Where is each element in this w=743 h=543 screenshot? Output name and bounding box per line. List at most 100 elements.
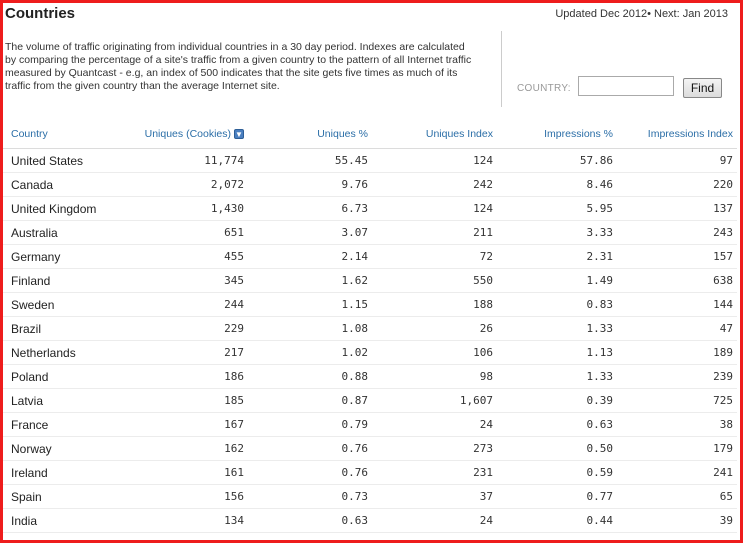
impressions-index-cell: 220	[617, 172, 737, 197]
table-body: United States 11,774 55.45 124 57.86 97 Canada…	[3, 148, 737, 533]
uniques-percent-cell: 6.73	[248, 196, 372, 221]
country-cell: France	[3, 412, 123, 437]
countries-panel: Countries Updated Dec 2012• Next: Jan 20…	[3, 3, 740, 540]
impressions-percent-cell: 8.46	[497, 172, 617, 197]
uniques-percent-cell: 3.07	[248, 220, 372, 245]
uniques-cookies-cell: 186	[123, 364, 248, 389]
column-header-impressions-index[interactable]: Impressions Index	[617, 119, 737, 149]
uniques-cookies-cell: 455	[123, 244, 248, 269]
impressions-index-cell: 239	[617, 364, 737, 389]
country-cell: India	[3, 508, 123, 533]
uniques-percent-cell: 0.76	[248, 436, 372, 461]
countries-table: Country Uniques (Cookies) ▼ Uniques % Uni…	[3, 119, 737, 533]
uniques-cookies-cell: 2,072	[123, 172, 248, 197]
country-cell: Norway	[3, 436, 123, 461]
uniques-percent-cell: 0.76	[248, 460, 372, 485]
uniques-index-cell: 211	[372, 220, 497, 245]
table-row: Ireland 161 0.76 231 0.59 241	[3, 460, 737, 485]
country-cell: Sweden	[3, 292, 123, 317]
uniques-percent-cell: 0.63	[248, 508, 372, 533]
uniques-cookies-cell: 134	[123, 508, 248, 533]
uniques-cookies-cell: 162	[123, 436, 248, 461]
country-cell: Latvia	[3, 388, 123, 413]
uniques-percent-cell: 0.73	[248, 484, 372, 509]
column-header-country[interactable]: Country	[3, 119, 123, 149]
impressions-index-cell: 725	[617, 388, 737, 413]
country-cell: Finland	[3, 268, 123, 293]
uniques-percent-cell: 2.14	[248, 244, 372, 269]
impressions-index-cell: 144	[617, 292, 737, 317]
uniques-index-cell: 24	[372, 412, 497, 437]
impressions-index-cell: 241	[617, 460, 737, 485]
impressions-percent-cell: 1.13	[497, 340, 617, 365]
uniques-percent-cell: 0.79	[248, 412, 372, 437]
table-row: Sweden 244 1.15 188 0.83 144	[3, 292, 737, 317]
impressions-percent-cell: 1.49	[497, 268, 617, 293]
uniques-cookies-cell: 161	[123, 460, 248, 485]
uniques-cookies-cell: 244	[123, 292, 248, 317]
impressions-percent-cell: 0.63	[497, 412, 617, 437]
impressions-index-cell: 39	[617, 508, 737, 533]
country-cell: Germany	[3, 244, 123, 269]
impressions-percent-cell: 0.39	[497, 388, 617, 413]
uniques-index-cell: 242	[372, 172, 497, 197]
impressions-percent-cell: 0.50	[497, 436, 617, 461]
table-row: United Kingdom 1,430 6.73 124 5.95 137	[3, 196, 737, 221]
table-row: Poland 186 0.88 98 1.33 239	[3, 364, 737, 389]
table-row: Germany 455 2.14 72 2.31 157	[3, 244, 737, 269]
impressions-percent-cell: 1.33	[497, 316, 617, 341]
uniques-index-cell: 231	[372, 460, 497, 485]
uniques-index-cell: 24	[372, 508, 497, 533]
uniques-index-cell: 188	[372, 292, 497, 317]
uniques-percent-cell: 1.15	[248, 292, 372, 317]
uniques-cookies-cell: 1,430	[123, 196, 248, 221]
uniques-cookies-cell: 156	[123, 484, 248, 509]
table-row: Finland 345 1.62 550 1.49 638	[3, 268, 737, 293]
country-search-input[interactable]	[578, 76, 674, 96]
find-button[interactable]: Find	[683, 78, 722, 98]
uniques-percent-cell: 1.02	[248, 340, 372, 365]
uniques-index-cell: 1,607	[372, 388, 497, 413]
country-cell: United States	[3, 148, 123, 173]
sort-down-arrow-icon[interactable]: ▼	[234, 128, 244, 139]
country-cell: Poland	[3, 364, 123, 389]
column-header-uniques-percent[interactable]: Uniques %	[248, 119, 372, 149]
country-cell: Spain	[3, 484, 123, 509]
column-header-impressions-percent[interactable]: Impressions %	[497, 119, 617, 149]
impressions-index-cell: 638	[617, 268, 737, 293]
country-cell: Netherlands	[3, 340, 123, 365]
impressions-percent-cell: 5.95	[497, 196, 617, 221]
column-header-uniques-index[interactable]: Uniques Index	[372, 119, 497, 149]
country-cell: United Kingdom	[3, 196, 123, 221]
uniques-index-cell: 37	[372, 484, 497, 509]
table-row: Spain 156 0.73 37 0.77 65	[3, 484, 737, 509]
impressions-index-cell: 65	[617, 484, 737, 509]
table-row: Netherlands 217 1.02 106 1.13 189	[3, 340, 737, 365]
country-cell: Australia	[3, 220, 123, 245]
impressions-percent-cell: 57.86	[497, 148, 617, 173]
uniques-percent-cell: 0.87	[248, 388, 372, 413]
impressions-index-cell: 137	[617, 196, 737, 221]
uniques-percent-cell: 55.45	[248, 148, 372, 173]
table-row: Australia 651 3.07 211 3.33 243	[3, 220, 737, 245]
column-header-uniques-cookies[interactable]: Uniques (Cookies) ▼	[123, 119, 248, 149]
uniques-cookies-cell: 345	[123, 268, 248, 293]
impressions-index-cell: 179	[617, 436, 737, 461]
impressions-index-cell: 97	[617, 148, 737, 173]
section-description: The volume of traffic originating from i…	[5, 41, 472, 92]
country-cell: Brazil	[3, 316, 123, 341]
uniques-cookies-cell: 167	[123, 412, 248, 437]
impressions-percent-cell: 3.33	[497, 220, 617, 245]
country-search-label: COUNTRY:	[517, 83, 571, 94]
country-cell: Ireland	[3, 460, 123, 485]
impressions-percent-cell: 0.83	[497, 292, 617, 317]
table-row: Canada 2,072 9.76 242 8.46 220	[3, 172, 737, 197]
table-header-row: Country Uniques (Cookies) ▼ Uniques % Uni…	[3, 119, 737, 149]
table-row: Brazil 229 1.08 26 1.33 47	[3, 316, 737, 341]
uniques-index-cell: 124	[372, 196, 497, 221]
uniques-cookies-cell: 11,774	[123, 148, 248, 173]
impressions-index-cell: 243	[617, 220, 737, 245]
impressions-index-cell: 189	[617, 340, 737, 365]
uniques-index-cell: 98	[372, 364, 497, 389]
